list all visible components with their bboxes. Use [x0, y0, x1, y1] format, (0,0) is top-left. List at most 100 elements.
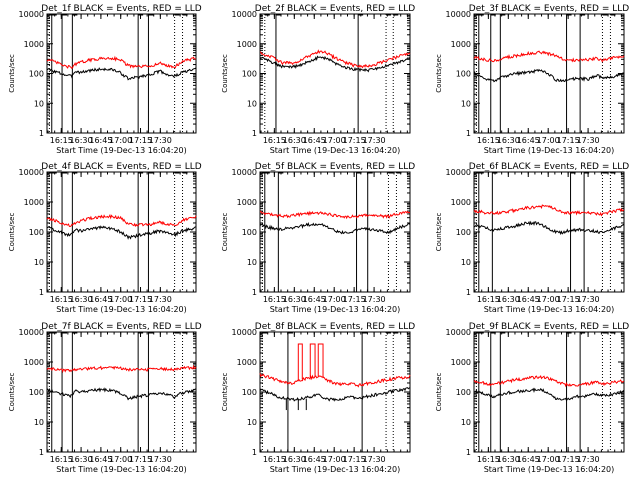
x-axis-label: Start Time (19-Dec-13 16:04:20)	[56, 146, 187, 155]
y-tick-label: 1000	[237, 40, 257, 49]
x-tick-label: 17:30	[577, 136, 600, 145]
x-tick-label: 17:00	[537, 295, 560, 304]
lld-spike	[317, 343, 324, 379]
panel-det-2: Det_2f BLACK = Events, RED = LLD Counts/s…	[221, 4, 415, 155]
x-tick-label: 17:15	[343, 455, 366, 464]
y-axis-label: Counts/sec	[221, 213, 229, 252]
x-tick-label: 17:30	[577, 455, 600, 464]
y-axis-label: Counts/sec	[435, 213, 443, 252]
x-tick-label: 17:15	[557, 136, 580, 145]
panel-title: Det_3f BLACK = Events, RED = LLD	[469, 4, 629, 14]
x-tick-label: 16:30	[283, 455, 306, 464]
x-tick-label: 16:45	[89, 136, 112, 145]
x-tick-label: 16:45	[303, 136, 326, 145]
y-tick-label: 1000	[451, 358, 471, 367]
x-tick-label: 17:00	[109, 455, 132, 464]
x-tick-label: 17:00	[109, 295, 132, 304]
y-tick-label: 1000	[237, 358, 257, 367]
y-tick-label: 1	[39, 448, 44, 457]
x-tick-label: 16:15	[50, 455, 73, 464]
x-tick-label: 17:30	[149, 455, 172, 464]
x-tick-label: 17:00	[323, 295, 346, 304]
y-tick-label: 10	[247, 418, 257, 427]
y-tick-label: 1	[466, 288, 471, 297]
series-line-events	[473, 387, 625, 402]
x-tick-label: 17:15	[129, 455, 152, 464]
y-tick-label: 1	[252, 288, 257, 297]
y-tick-label: 10000	[446, 168, 471, 177]
panel-det-1: Det_1f BLACK = Events, RED = LLD Counts/s…	[8, 4, 202, 155]
x-tick-label: 16:45	[517, 136, 540, 145]
panel-title: Det_5f BLACK = Events, RED = LLD	[255, 162, 415, 172]
panel-det-4: Det_4f BLACK = Events, RED = LLD Counts/s…	[8, 162, 202, 314]
y-tick-label: 10000	[446, 328, 471, 337]
panel-det-5: Det_5f BLACK = Events, RED = LLD Counts/s…	[221, 162, 415, 314]
x-axis-label: Start Time (19-Dec-13 16:04:20)	[484, 305, 615, 314]
x-tick-label: 17:15	[557, 295, 580, 304]
series-line-events	[46, 67, 197, 81]
series-line-lld	[46, 55, 197, 70]
x-axis-label: Start Time (19-Dec-13 16:04:20)	[484, 465, 615, 474]
x-tick-label: 16:15	[477, 136, 500, 145]
x-axis-label: Start Time (19-Dec-13 16:04:20)	[270, 465, 401, 474]
x-tick-label: 16:30	[497, 295, 520, 304]
x-tick-label: 17:00	[537, 136, 560, 145]
y-tick-label: 100	[29, 388, 44, 397]
y-tick-label: 10000	[19, 168, 44, 177]
panel-det-7: Det_7f BLACK = Events, RED = LLD Counts/s…	[8, 322, 202, 474]
x-tick-label: 17:00	[323, 455, 346, 464]
series-line-events	[473, 220, 625, 236]
x-tick-label: 16:15	[263, 136, 286, 145]
series-line-events	[46, 387, 197, 401]
x-tick-label: 16:30	[70, 455, 93, 464]
y-axis-label: Counts/sec	[8, 213, 16, 252]
x-tick-label: 16:30	[283, 136, 306, 145]
x-tick-label: 17:15	[343, 295, 366, 304]
panel-det-3: Det_3f BLACK = Events, RED = LLD Counts/s…	[435, 4, 629, 155]
x-axis-label: Start Time (19-Dec-13 16:04:20)	[484, 146, 615, 155]
y-tick-label: 10	[34, 99, 44, 108]
y-tick-label: 10000	[232, 10, 257, 19]
x-axis-label: Start Time (19-Dec-13 16:04:20)	[270, 305, 401, 314]
series-line-lld	[259, 373, 411, 388]
y-tick-label: 10	[461, 418, 471, 427]
y-tick-label: 1	[466, 448, 471, 457]
y-tick-label: 1	[252, 448, 257, 457]
x-tick-label: 17:15	[343, 136, 366, 145]
series-line-lld	[46, 213, 197, 228]
x-tick-label: 17:30	[363, 295, 386, 304]
x-tick-label: 17:15	[129, 136, 152, 145]
y-tick-label: 100	[29, 228, 44, 237]
y-tick-label: 1	[252, 129, 257, 138]
y-tick-label: 100	[29, 70, 44, 79]
series-line-events	[46, 225, 197, 240]
y-tick-label: 1	[39, 288, 44, 297]
y-tick-label: 10	[461, 99, 471, 108]
y-tick-label: 10	[461, 258, 471, 267]
y-axis-label: Counts/sec	[221, 373, 229, 412]
x-tick-label: 17:30	[363, 455, 386, 464]
y-tick-label: 1000	[24, 358, 44, 367]
y-tick-label: 10000	[19, 10, 44, 19]
y-tick-label: 100	[242, 70, 257, 79]
x-tick-label: 17:15	[557, 455, 580, 464]
y-axis-label: Counts/sec	[221, 54, 229, 93]
series-line-lld	[473, 204, 625, 217]
y-tick-label: 10000	[232, 168, 257, 177]
lld-spike	[297, 343, 303, 382]
series-line-lld	[473, 50, 625, 63]
y-tick-label: 10000	[232, 328, 257, 337]
panel-title: Det_1f BLACK = Events, RED = LLD	[41, 4, 201, 14]
panel-det-9: Det_9f BLACK = Events, RED = LLD Counts/s…	[435, 322, 629, 474]
series-line-lld	[473, 375, 625, 388]
y-tick-label: 1000	[451, 40, 471, 49]
x-axis-label: Start Time (19-Dec-13 16:04:20)	[270, 146, 401, 155]
y-tick-label: 10000	[19, 328, 44, 337]
x-tick-label: 16:15	[50, 136, 73, 145]
x-tick-label: 16:45	[303, 455, 326, 464]
x-tick-label: 17:30	[149, 295, 172, 304]
x-tick-label: 16:30	[497, 455, 520, 464]
x-tick-label: 16:45	[303, 295, 326, 304]
y-tick-label: 1000	[451, 198, 471, 207]
x-tick-label: 17:30	[363, 136, 386, 145]
